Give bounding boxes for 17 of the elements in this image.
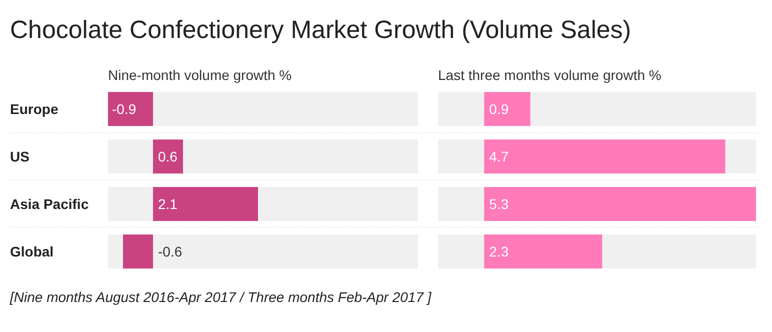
y-tick-label: Asia Pacific — [10, 196, 89, 212]
data-label: -0.9 — [112, 101, 136, 117]
y-tick-label: US — [10, 148, 30, 164]
text: [Nine months August 2016-Apr 2017 / Three months Feb-Apr 2017 ] — [9, 289, 432, 305]
data-label: 0.9 — [489, 101, 509, 117]
chart-subtitle: Nine-month volume growth % — [108, 67, 292, 83]
data-label: 4.7 — [489, 148, 509, 164]
data-label: 5.3 — [489, 196, 509, 212]
data-label: 0.6 — [158, 148, 178, 164]
bar — [484, 92, 530, 126]
chart-title: Chocolate Confectionery Market Growth (Volume Sales) — [10, 16, 632, 44]
chart-subtitle: Last three months volume growth % — [438, 67, 662, 83]
y-tick-label: Global — [10, 244, 54, 260]
data-label: 2.3 — [489, 244, 509, 260]
data-label: -0.6 — [158, 244, 182, 260]
data-label: 2.1 — [158, 196, 178, 212]
y-tick-label: Europe — [10, 101, 58, 117]
